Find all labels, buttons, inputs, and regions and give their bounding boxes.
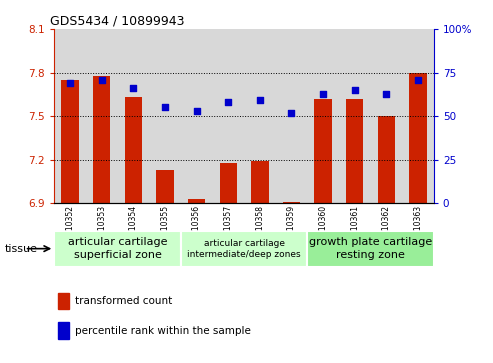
Bar — [188, 199, 205, 203]
Point — [383, 91, 390, 97]
Bar — [58, 322, 70, 339]
Point — [287, 110, 295, 115]
Point — [351, 87, 359, 93]
Point — [224, 99, 232, 105]
Bar — [54, 29, 86, 203]
Point — [414, 77, 422, 82]
Bar — [58, 293, 70, 309]
Text: articular cartilage
intermediate/deep zones: articular cartilage intermediate/deep zo… — [187, 238, 301, 259]
Bar — [371, 29, 402, 203]
Bar — [339, 29, 371, 203]
Point — [66, 80, 74, 86]
Bar — [346, 99, 363, 203]
Bar — [212, 29, 244, 203]
Bar — [86, 29, 117, 203]
Bar — [61, 80, 79, 203]
Bar — [307, 231, 434, 267]
Bar — [181, 29, 212, 203]
Point — [129, 85, 137, 91]
Bar — [251, 161, 269, 203]
Bar — [402, 29, 434, 203]
Point — [319, 91, 327, 97]
Text: articular cartilage
superficial zone: articular cartilage superficial zone — [68, 237, 167, 260]
Bar — [181, 231, 307, 267]
Point — [98, 77, 106, 82]
Bar — [149, 29, 181, 203]
Text: GDS5434 / 10899943: GDS5434 / 10899943 — [50, 15, 185, 28]
Bar — [54, 231, 181, 267]
Bar — [125, 97, 142, 203]
Text: transformed count: transformed count — [75, 296, 173, 306]
Bar — [93, 76, 110, 203]
Bar — [283, 202, 300, 203]
Bar — [378, 116, 395, 203]
Bar — [409, 73, 427, 203]
Point — [161, 105, 169, 110]
Text: growth plate cartilage
resting zone: growth plate cartilage resting zone — [309, 237, 432, 260]
Bar — [276, 29, 307, 203]
Bar — [156, 170, 174, 203]
Bar — [219, 163, 237, 203]
Text: percentile rank within the sample: percentile rank within the sample — [75, 326, 251, 335]
Point — [193, 108, 201, 114]
Bar — [244, 29, 276, 203]
Bar — [307, 29, 339, 203]
Bar — [315, 99, 332, 203]
Text: tissue: tissue — [5, 244, 38, 254]
Point — [256, 98, 264, 103]
Bar — [117, 29, 149, 203]
